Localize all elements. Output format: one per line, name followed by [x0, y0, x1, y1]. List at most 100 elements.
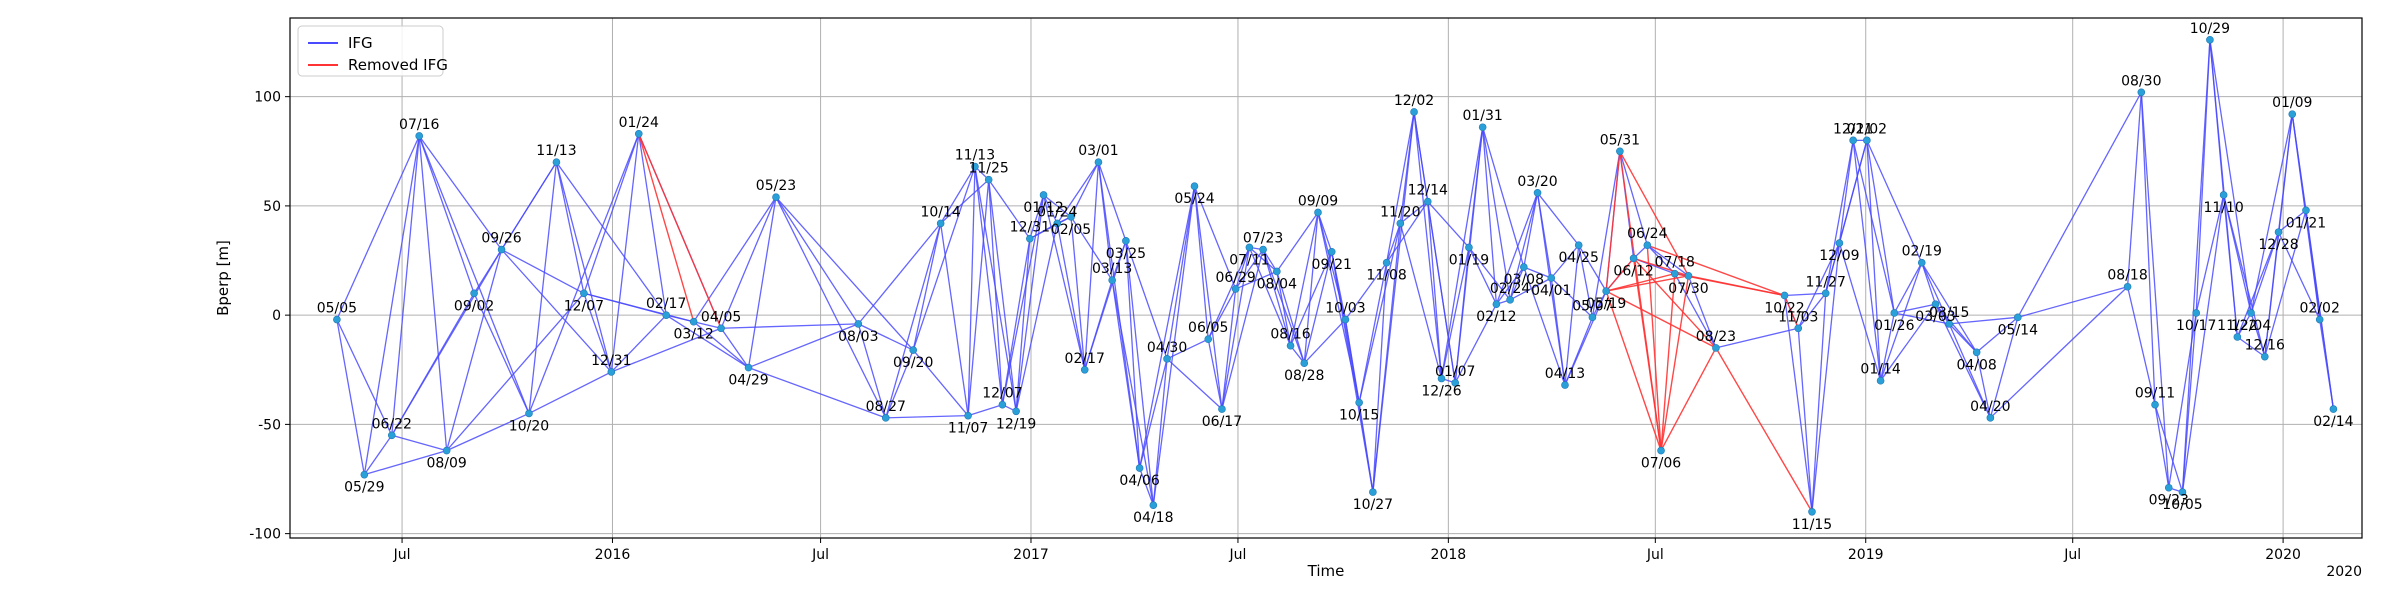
epoch-point — [552, 158, 561, 167]
epoch-point — [607, 368, 616, 376]
epoch-point — [1149, 501, 1158, 510]
y-axis-title: Bperp [m] — [214, 240, 232, 316]
ifg-edge — [1783, 295, 1813, 512]
removed-ifg-edge — [1605, 272, 1675, 292]
removed-ifg-edge — [1660, 275, 1690, 451]
removed-ifg-edge — [1605, 257, 1635, 292]
ifg-edge — [858, 323, 914, 351]
epoch-label: 08/04 — [1257, 276, 1297, 292]
epoch-label: 07/30 — [1668, 281, 1708, 297]
x-axis-title: Time — [1307, 562, 1345, 580]
epoch-point — [1094, 158, 1103, 167]
ifg-edge — [1989, 317, 2019, 419]
ifg-edge — [610, 133, 640, 373]
ifg-edge — [1550, 277, 1593, 318]
epoch-label: 08/18 — [2107, 268, 2147, 284]
epoch-point — [2206, 36, 2214, 44]
ifg-edge — [1399, 223, 1443, 379]
epoch-label: 08/23 — [1696, 329, 1736, 345]
ifg-edge — [1495, 192, 1539, 305]
y-tick-label: 100 — [254, 90, 281, 106]
ifg-edge — [1591, 151, 1621, 318]
ifg-edge — [528, 162, 558, 414]
epoch-point — [1314, 208, 1322, 217]
ifg-edge — [967, 179, 990, 416]
ifg-edge — [1482, 127, 1498, 305]
ifg-edge — [1125, 240, 1154, 506]
epoch-label: 08/28 — [1284, 368, 1324, 384]
ifg-edge — [1248, 246, 1278, 272]
ifg-edge — [693, 196, 777, 323]
epoch-label: 10/20 — [509, 418, 549, 434]
ifg-edge — [1125, 240, 1141, 469]
ifg-edge — [1921, 262, 1978, 353]
ifg-edge — [364, 449, 447, 476]
ifg-edge — [2319, 319, 2335, 410]
y-tick-label: 0 — [272, 308, 281, 324]
epoch-point — [1492, 300, 1501, 309]
epoch-label: 08/16 — [1270, 327, 1310, 343]
ifg-edge — [501, 249, 612, 373]
y-tick-label: 50 — [263, 199, 281, 215]
ifg-edge — [967, 404, 1003, 417]
epoch-label: 05/07 — [1572, 298, 1612, 314]
ifg-edge — [2154, 404, 2184, 493]
ifg-edge — [1934, 303, 1991, 419]
epoch-point — [1808, 507, 1816, 516]
epoch-point — [1588, 313, 1597, 322]
epoch-point — [1135, 464, 1144, 472]
epoch-point — [1849, 136, 1857, 145]
ifg-edge — [720, 327, 750, 368]
epoch-label: 01/21 — [2286, 215, 2326, 231]
epoch-label: 12/16 — [2245, 338, 2285, 354]
ifg-edge — [1427, 201, 1470, 248]
epoch-label: 07/23 — [1243, 231, 1283, 247]
epoch-label: 01/09 — [2272, 95, 2312, 111]
ifg-edge — [2209, 39, 2252, 314]
ifg-edge — [1523, 266, 1566, 386]
epoch-label: 12/09 — [1819, 248, 1859, 264]
ifg-edge — [1276, 271, 1305, 364]
epoch-label: 05/23 — [756, 178, 796, 194]
epoch-label: 04/20 — [1970, 399, 2010, 415]
epoch-point — [1821, 289, 1830, 298]
ifg-edge — [1509, 266, 1525, 301]
ifg-edge — [721, 323, 859, 329]
removed-ifg-edge — [1688, 275, 1785, 297]
epoch-label: 12/14 — [1408, 183, 1448, 199]
ifg-edge — [1866, 140, 1895, 314]
ifg-edge — [2154, 404, 2170, 488]
ifg-edge — [1262, 249, 1278, 272]
ifg-edge — [940, 223, 969, 416]
epoch-point — [1602, 287, 1610, 295]
ifg-edge — [2222, 194, 2239, 338]
ifg-edge — [418, 135, 448, 451]
epoch-point — [744, 363, 753, 372]
ifg-edge — [885, 349, 914, 419]
ifg-edge — [446, 249, 503, 451]
epoch-point — [854, 320, 863, 328]
epoch-label: 11/25 — [968, 161, 1008, 177]
ifg-edge — [1015, 223, 1058, 412]
ifg-edge — [1509, 277, 1552, 301]
ifg-edge — [1852, 140, 1895, 314]
epoch-label: 01/24 — [619, 115, 659, 131]
epoch-labels: 05/05 05/29 06/22 07/16 08/09 09/02 09/26 10/20… — [317, 21, 2354, 533]
ifg-edge — [1221, 249, 1264, 410]
epoch-label: 08/27 — [866, 399, 906, 415]
ifg-edge — [1509, 192, 1539, 301]
epoch-point — [1972, 348, 1981, 357]
epoch-point — [1423, 197, 1432, 206]
epoch-label: 02/17 — [646, 296, 686, 312]
epoch-label: 04/08 — [1956, 357, 1996, 373]
ifg-edge — [1138, 186, 1196, 469]
ifg-edge — [1372, 262, 1388, 493]
x-axis-offset-label: 2020 — [2326, 564, 2362, 580]
epoch-point — [1533, 188, 1542, 197]
epoch-point — [1341, 315, 1350, 324]
epoch-label: 02/14 — [2313, 414, 2353, 430]
epoch-point — [1629, 254, 1638, 263]
epoch-label: 04/13 — [1545, 366, 1585, 382]
ifg-edge — [988, 179, 1004, 405]
ifg-edge — [1797, 328, 1813, 512]
